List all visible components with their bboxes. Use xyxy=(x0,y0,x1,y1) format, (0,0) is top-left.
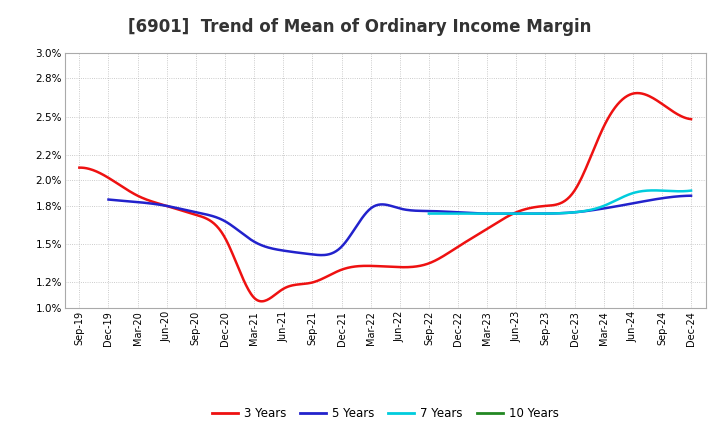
Legend: 3 Years, 5 Years, 7 Years, 10 Years: 3 Years, 5 Years, 7 Years, 10 Years xyxy=(207,402,564,425)
Text: [6901]  Trend of Mean of Ordinary Income Margin: [6901] Trend of Mean of Ordinary Income … xyxy=(128,18,592,36)
